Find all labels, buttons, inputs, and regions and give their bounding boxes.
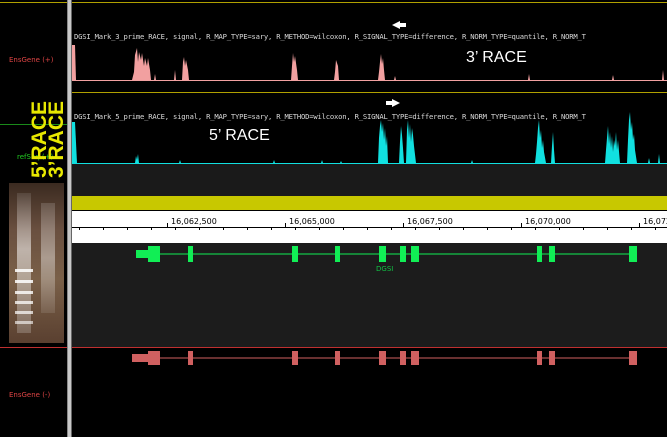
ruler-tick-label: 16,062,500: [171, 217, 217, 226]
gene-name-label[interactable]: DGSI: [376, 265, 394, 273]
refseq-plus-label[interactable]: refSeq (+): [17, 153, 54, 161]
track-separator: [72, 92, 667, 93]
refseq-track-background: [72, 243, 667, 347]
track-separator: [0, 2, 67, 3]
track-separator: [72, 2, 667, 3]
gel-band: [15, 269, 33, 272]
three-prime-race-label: 3’ RACE: [466, 49, 527, 66]
five-prime-signal-plot[interactable]: [72, 90, 667, 196]
ensgene-minus-gene-model[interactable]: [72, 347, 667, 371]
ensgene-minus-track: [72, 347, 667, 437]
ruler-tick-label: 16,070,000: [525, 217, 571, 226]
gel-lane: [41, 203, 55, 313]
right-arrow-icon: [386, 99, 400, 107]
genome-browser-tracks: DGSI_Mark_3_prime_RACE, signal, R_MAP_TY…: [72, 0, 667, 437]
five-prime-track-params: DGSI_Mark_5_prime_RACE, signal, R_MAP_TY…: [74, 112, 586, 121]
ensgene-plus-label[interactable]: EnsGene (+): [9, 56, 54, 64]
three-prime-race-vertical-label: 3’RACE: [45, 100, 68, 178]
ruler-tick-label: 16,067,500: [407, 217, 453, 226]
track-separator: [72, 347, 667, 348]
gel-band: [15, 321, 33, 324]
gel-band: [15, 301, 33, 304]
left-arrow-icon: [392, 21, 406, 29]
gel-lane: [17, 193, 31, 333]
ruler-ticks: [72, 223, 667, 230]
ruler-tick-label: 16,065,000: [289, 217, 335, 226]
gel-image: [9, 183, 64, 343]
scaffold-bar[interactable]: [72, 196, 667, 210]
track-label-panel: EnsGene (+) refSeq (+) 5’RACE 3’RACE Ens…: [0, 0, 68, 437]
gel-band: [15, 280, 33, 283]
three-prime-track-params: DGSI_Mark_3_prime_RACE, signal, R_MAP_TY…: [74, 32, 586, 41]
five-prime-race-label: 5’ RACE: [209, 127, 270, 144]
refseq-gene-model[interactable]: [72, 243, 667, 283]
ensgene-minus-label[interactable]: EnsGene (-): [9, 391, 51, 399]
gel-band: [15, 291, 33, 294]
track-separator: [0, 124, 67, 125]
track-separator: [0, 347, 67, 348]
three-prime-signal-plot[interactable]: [72, 0, 667, 90]
ruler-tick-label: 16,072: [643, 217, 667, 226]
panel-splitter[interactable]: [67, 0, 72, 437]
gel-band: [15, 311, 33, 314]
